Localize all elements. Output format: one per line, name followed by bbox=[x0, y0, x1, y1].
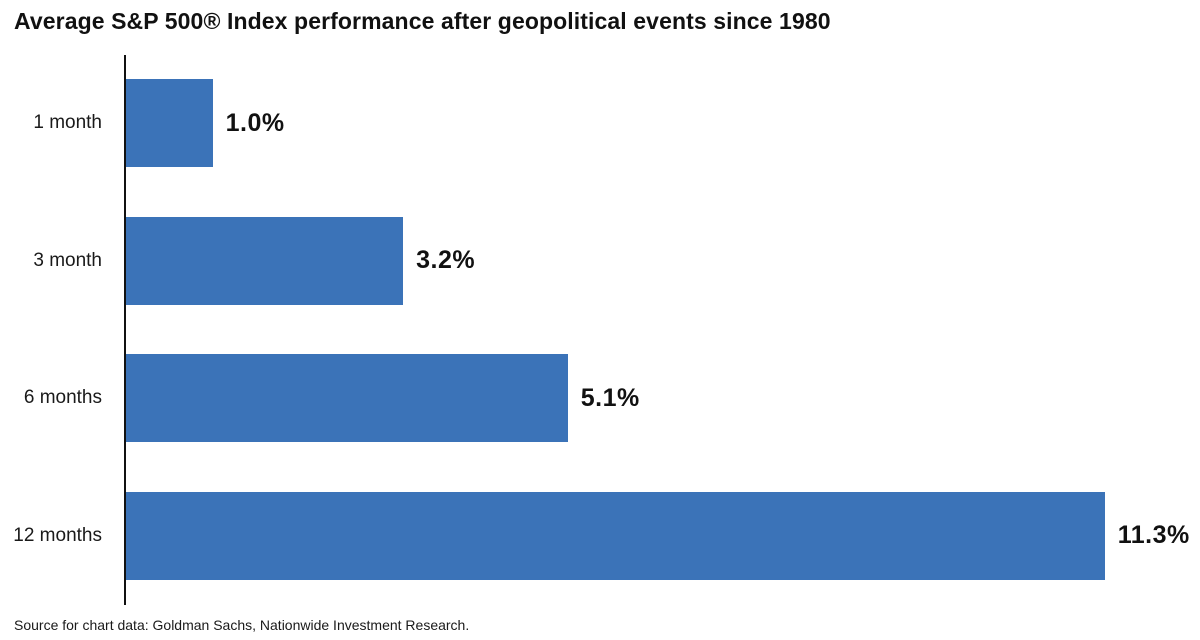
bar-track: 1.0% bbox=[126, 79, 1200, 168]
chart-container: Average S&P 500® Index performance after… bbox=[0, 8, 1200, 640]
bar-6-months bbox=[126, 354, 568, 443]
value-label: 1.0% bbox=[225, 108, 285, 137]
value-label: 3.2% bbox=[416, 246, 476, 275]
bar-1-month bbox=[126, 79, 213, 168]
bar-track: 3.2% bbox=[126, 216, 1200, 305]
value-label: 5.1% bbox=[580, 383, 640, 412]
y-axis-line bbox=[124, 54, 126, 605]
chart-title: Average S&P 500® Index performance after… bbox=[14, 8, 831, 34]
plot-area: 1 month 1.0% 3 month 3.2% 6 months 5.1% … bbox=[0, 54, 1200, 605]
bar-3-month bbox=[126, 216, 404, 305]
bar-row-6-months: 6 months 5.1% bbox=[0, 330, 1200, 468]
bar-track: 5.1% bbox=[126, 354, 1200, 443]
bar-12-months bbox=[126, 491, 1105, 580]
bar-row-12-months: 12 months 11.3% bbox=[0, 467, 1200, 605]
category-label: 6 months bbox=[23, 387, 102, 409]
category-label: 12 months bbox=[13, 524, 102, 546]
source-note: Source for chart data: Goldman Sachs, Na… bbox=[14, 616, 470, 633]
bar-row-3-month: 3 month 3.2% bbox=[0, 192, 1200, 330]
category-label: 1 month bbox=[33, 112, 102, 134]
category-label: 3 month bbox=[33, 249, 102, 271]
bar-track: 11.3% bbox=[126, 491, 1200, 580]
bar-row-1-month: 1 month 1.0% bbox=[0, 55, 1200, 193]
value-label: 11.3% bbox=[1117, 521, 1190, 550]
